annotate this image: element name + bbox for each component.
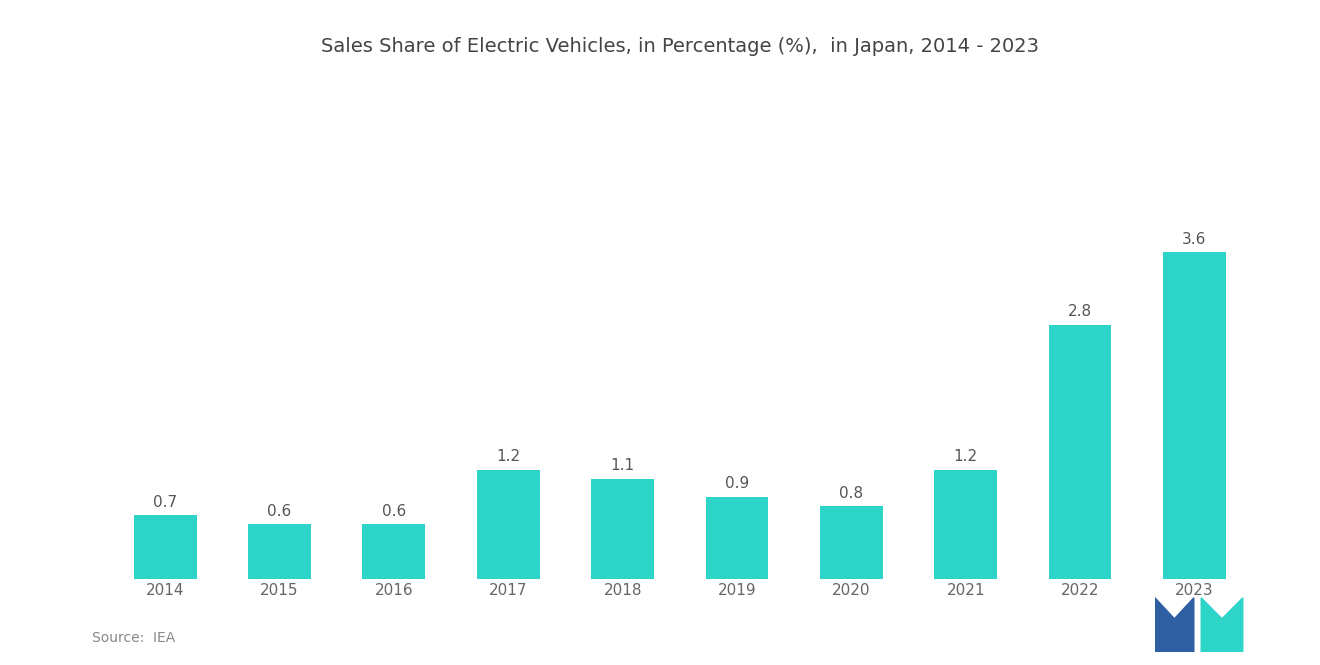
Bar <box>591 479 655 579</box>
Bar <box>705 497 768 579</box>
Text: 0.7: 0.7 <box>153 495 177 509</box>
Title: Sales Share of Electric Vehicles, in Percentage (%),  in Japan, 2014 - 2023: Sales Share of Electric Vehicles, in Per… <box>321 37 1039 56</box>
Bar <box>477 469 540 579</box>
Text: 0.8: 0.8 <box>840 485 863 501</box>
Text: 2.8: 2.8 <box>1068 304 1092 319</box>
Polygon shape <box>1201 598 1243 652</box>
Bar <box>133 515 197 579</box>
Text: Source:  IEA: Source: IEA <box>92 631 176 645</box>
Text: 0.6: 0.6 <box>381 503 407 519</box>
Bar <box>363 524 425 579</box>
Text: 0.6: 0.6 <box>268 503 292 519</box>
Text: 3.6: 3.6 <box>1183 231 1206 247</box>
Text: 1.1: 1.1 <box>611 458 635 473</box>
Bar <box>935 469 997 579</box>
Bar <box>1048 325 1111 579</box>
Polygon shape <box>1155 598 1193 652</box>
Bar <box>1163 252 1226 579</box>
Text: 1.2: 1.2 <box>953 450 978 464</box>
Bar <box>820 506 883 579</box>
Text: 0.9: 0.9 <box>725 477 748 491</box>
Bar <box>248 524 312 579</box>
Text: 1.2: 1.2 <box>496 450 520 464</box>
